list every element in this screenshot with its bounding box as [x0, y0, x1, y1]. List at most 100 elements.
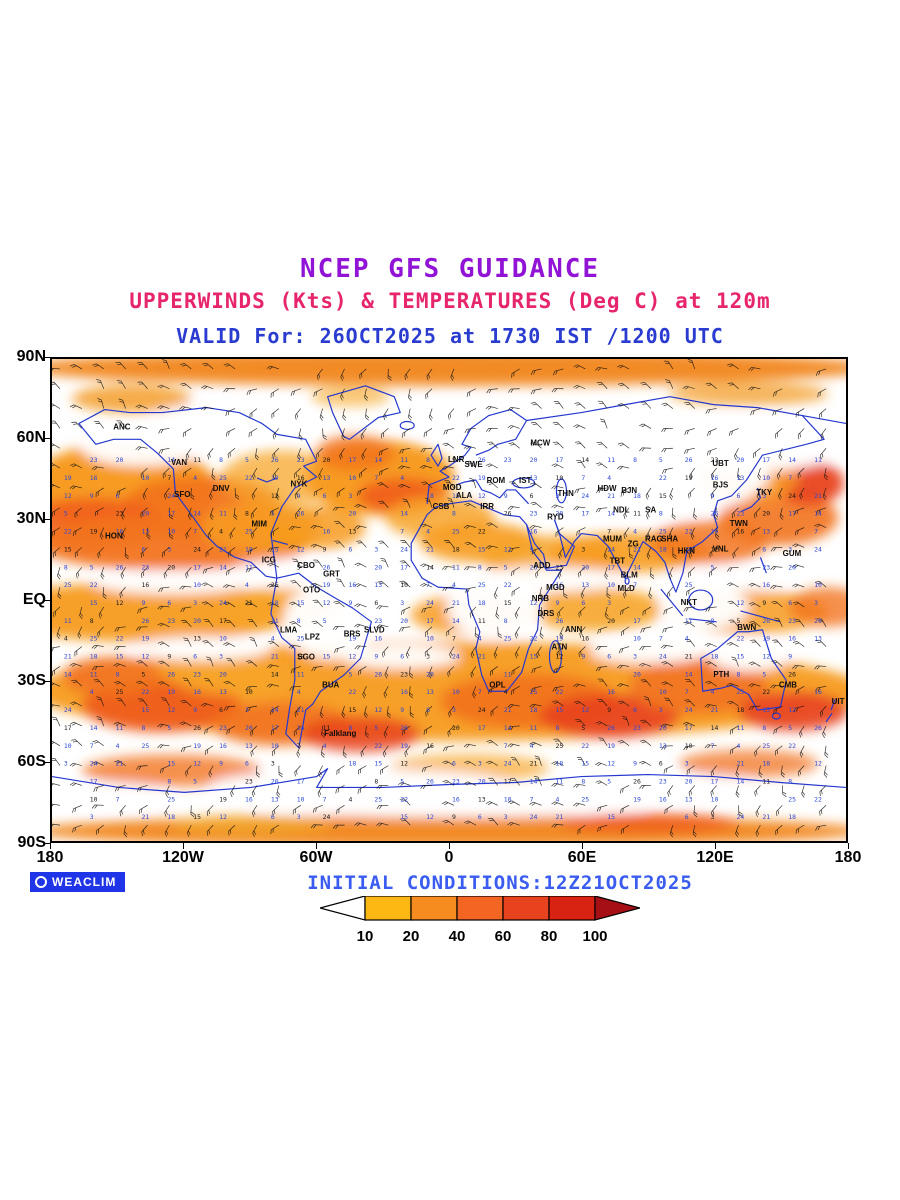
station-label: ATN [551, 643, 567, 652]
station-label: PTH [713, 670, 729, 679]
svg-text:22: 22 [555, 688, 563, 696]
svg-text:14: 14 [737, 777, 745, 785]
station-label: ZG [628, 540, 639, 549]
lon-tick-label: 180 [834, 849, 862, 866]
svg-text:18: 18 [711, 653, 719, 661]
svg-text:16: 16 [245, 795, 253, 803]
svg-text:8: 8 [452, 510, 456, 518]
svg-text:23: 23 [530, 510, 538, 518]
station-label: GRT [323, 569, 340, 578]
svg-text:10: 10 [245, 688, 253, 696]
svg-text:18: 18 [659, 545, 667, 553]
svg-text:22: 22 [478, 528, 486, 536]
svg-text:25: 25 [452, 528, 460, 536]
svg-text:11: 11 [814, 456, 822, 464]
svg-text:15: 15 [452, 492, 460, 500]
svg-text:22: 22 [374, 742, 382, 750]
svg-text:6: 6 [581, 599, 585, 607]
station-label: LPZ [305, 633, 320, 642]
svg-text:14: 14 [90, 724, 98, 732]
svg-text:10: 10 [452, 688, 460, 696]
svg-text:16: 16 [762, 581, 770, 589]
svg-text:16: 16 [193, 688, 201, 696]
svg-text:7: 7 [685, 688, 689, 696]
svg-text:3: 3 [245, 706, 249, 714]
svg-text:26: 26 [504, 510, 512, 518]
svg-text:19: 19 [607, 742, 615, 750]
svg-text:7: 7 [323, 795, 327, 803]
svg-text:26: 26 [167, 670, 175, 678]
station-label: THN [558, 489, 575, 498]
svg-text:26: 26 [762, 617, 770, 625]
svg-text:21: 21 [530, 760, 538, 768]
svg-text:25: 25 [90, 635, 98, 643]
lon-tick-mark [315, 843, 317, 849]
svg-text:15: 15 [167, 760, 175, 768]
svg-text:12: 12 [297, 545, 305, 553]
svg-text:3: 3 [762, 492, 766, 500]
svg-text:20: 20 [116, 456, 124, 464]
station-label: LMA [280, 626, 297, 635]
svg-text:4: 4 [245, 581, 249, 589]
svg-text:17: 17 [349, 456, 357, 464]
svg-text:26: 26 [814, 724, 822, 732]
svg-text:10: 10 [90, 795, 98, 803]
svg-text:8: 8 [374, 777, 378, 785]
svg-text:13: 13 [193, 635, 201, 643]
svg-text:9: 9 [400, 706, 404, 714]
svg-text:16: 16 [90, 474, 98, 482]
svg-text:13: 13 [762, 528, 770, 536]
colorbar-level-label: 10 [357, 928, 374, 945]
svg-text:25: 25 [478, 581, 486, 589]
svg-text:24: 24 [685, 706, 693, 714]
svg-text:4: 4 [685, 635, 689, 643]
chart-title: NCEP GFS GUIDANCE [299, 254, 601, 284]
svg-text:3: 3 [426, 653, 430, 661]
svg-text:5: 5 [349, 670, 353, 678]
colorbar-level-label: 60 [495, 928, 512, 945]
svg-text:18: 18 [297, 653, 305, 661]
svg-text:25: 25 [167, 795, 175, 803]
station-label: UIT [832, 697, 845, 706]
svg-text:5: 5 [581, 724, 585, 732]
colorbar-level-label: 20 [403, 928, 420, 945]
svg-text:5: 5 [297, 563, 301, 571]
station-label: UBT [712, 459, 728, 468]
svg-text:26: 26 [555, 617, 563, 625]
svg-text:7: 7 [167, 474, 171, 482]
svg-text:15: 15 [323, 653, 331, 661]
svg-text:14: 14 [685, 670, 693, 678]
svg-text:5: 5 [762, 670, 766, 678]
weaclim-logo-text: WEACLIM [52, 875, 117, 889]
svg-text:25: 25 [685, 581, 693, 589]
svg-text:12: 12 [64, 492, 72, 500]
svg-text:11: 11 [737, 724, 745, 732]
svg-text:18: 18 [478, 599, 486, 607]
svg-text:17: 17 [167, 510, 175, 518]
svg-text:12: 12 [711, 545, 719, 553]
svg-text:3: 3 [271, 760, 275, 768]
svg-text:24: 24 [193, 545, 201, 553]
svg-text:12: 12 [788, 706, 796, 714]
svg-text:12: 12 [504, 545, 512, 553]
station-label: SA [645, 506, 656, 515]
station-label: MUM [603, 535, 622, 544]
svg-text:24: 24 [323, 813, 331, 821]
svg-text:6: 6 [271, 813, 275, 821]
svg-text:10: 10 [426, 635, 434, 643]
svg-text:6: 6 [323, 492, 327, 500]
station-label: VNL [713, 544, 729, 553]
svg-text:20: 20 [452, 724, 460, 732]
lon-tick-mark [448, 843, 450, 849]
svg-text:19: 19 [685, 474, 693, 482]
svg-text:23: 23 [452, 777, 460, 785]
svg-text:3: 3 [297, 813, 301, 821]
svg-text:6: 6 [400, 653, 404, 661]
station-label: ADD [533, 561, 550, 570]
svg-text:11: 11 [555, 777, 563, 785]
svg-text:6: 6 [167, 599, 171, 607]
svg-text:17: 17 [711, 777, 719, 785]
svg-text:15: 15 [685, 545, 693, 553]
svg-text:13: 13 [219, 688, 227, 696]
station-label: SHA [661, 535, 678, 544]
